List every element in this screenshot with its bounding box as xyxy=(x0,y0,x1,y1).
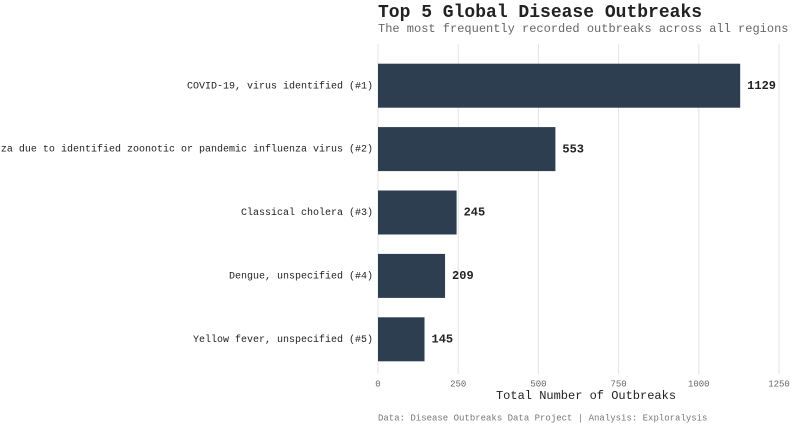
data-label: 1129 xyxy=(747,79,776,93)
data-label: 553 xyxy=(562,142,584,156)
x-tick-label: 1250 xyxy=(768,379,790,389)
data-label: 209 xyxy=(452,269,474,283)
chart-subtitle: The most frequently recorded outbreaks a… xyxy=(378,22,788,36)
x-tick-label: 500 xyxy=(530,379,546,389)
data-label: 145 xyxy=(432,332,454,346)
bar xyxy=(378,190,457,235)
data-label: 245 xyxy=(464,206,486,220)
y-tick-label: Influenza due to identified zoonotic or … xyxy=(0,144,373,156)
y-tick-label: Yellow fever, unspecified (#5) xyxy=(193,334,373,346)
caption: Data: Disease Outbreaks Data Project | A… xyxy=(378,413,707,423)
y-tick-label: Classical cholera (#3) xyxy=(241,207,373,219)
x-tick-label: 1000 xyxy=(688,379,710,389)
bar xyxy=(378,253,446,298)
x-tick-label: 0 xyxy=(375,379,380,389)
x-axis-title: Total Number of Outbreaks xyxy=(496,389,676,403)
bar xyxy=(378,127,556,172)
y-tick-label: COVID-19, virus identified (#1) xyxy=(187,80,373,92)
x-tick-label: 250 xyxy=(450,379,466,389)
bar xyxy=(378,63,741,108)
chart-title: Top 5 Global Disease Outbreaks xyxy=(378,3,702,23)
bar xyxy=(378,317,425,362)
y-tick-label: Dengue, unspecified (#4) xyxy=(229,271,373,283)
x-tick-label: 750 xyxy=(610,379,626,389)
